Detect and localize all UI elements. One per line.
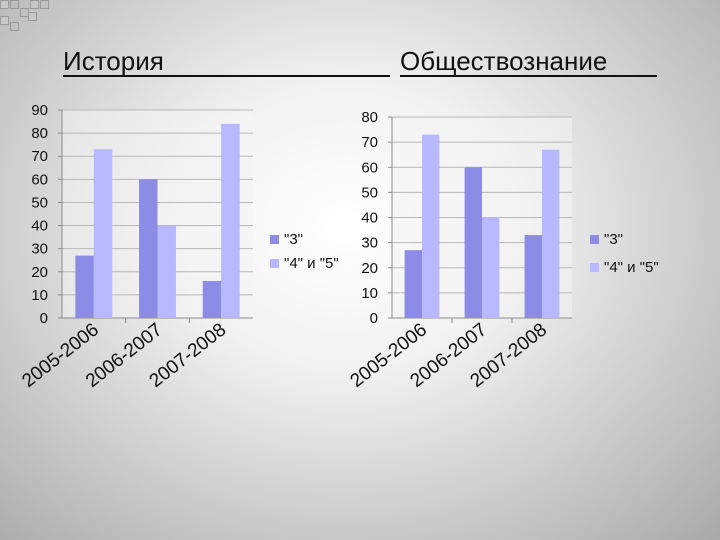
legend-swatch	[270, 235, 279, 244]
bar	[542, 149, 560, 318]
y-tick-label: 80	[31, 125, 48, 142]
y-tick-label: 70	[31, 148, 48, 165]
social-studies-chart: 010203040506070802005-20062006-20072007-…	[347, 109, 659, 392]
legend-label: "3"	[604, 231, 623, 248]
y-tick-label: 30	[361, 235, 378, 252]
bar	[93, 149, 113, 318]
y-tick-label: 80	[361, 109, 378, 126]
y-tick-label: 50	[361, 184, 378, 201]
bar	[221, 123, 240, 318]
title-underline	[63, 75, 390, 77]
bar	[464, 167, 482, 318]
y-tick-label: 70	[361, 134, 378, 151]
y-tick-label: 30	[31, 241, 48, 258]
bar	[422, 134, 440, 318]
bar	[139, 179, 158, 318]
legend-label: "4" и "5"	[604, 259, 659, 276]
corner-decoration	[0, 0, 60, 40]
bar	[202, 281, 222, 318]
y-tick-label: 60	[361, 159, 378, 176]
y-tick-label: 10	[361, 285, 378, 302]
legend-label: "3"	[284, 231, 303, 248]
y-tick-label: 40	[361, 210, 378, 227]
y-tick-label: 50	[31, 194, 48, 211]
legend-swatch	[590, 235, 599, 244]
y-tick-label: 90	[31, 102, 48, 119]
y-tick-label: 0	[40, 310, 48, 327]
bar	[404, 250, 422, 318]
bar	[75, 255, 94, 318]
title-underline	[400, 75, 657, 77]
title-history: История	[63, 46, 164, 76]
legend-swatch	[270, 259, 279, 268]
history-chart: 01020304050607080902005-20062006-2007200…	[18, 102, 339, 392]
y-tick-label: 20	[31, 264, 48, 281]
y-tick-label: 60	[31, 171, 48, 188]
y-tick-label: 10	[31, 287, 48, 304]
title-social-studies: Обществознание	[400, 46, 608, 76]
bar	[524, 235, 542, 318]
y-tick-label: 0	[370, 310, 378, 327]
legend-swatch	[590, 263, 599, 272]
legend-label: "4" и "5"	[284, 255, 339, 272]
y-tick-label: 20	[361, 260, 378, 277]
bar	[482, 217, 500, 318]
bar	[157, 225, 176, 318]
y-tick-label: 40	[31, 218, 48, 235]
